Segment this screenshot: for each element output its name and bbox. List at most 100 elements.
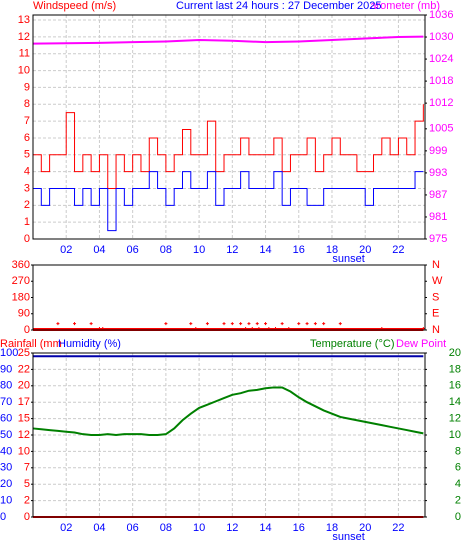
y2-tick-label: 10 [449, 429, 461, 441]
y-tick-label: 10 [18, 64, 30, 76]
y-tick-label: 80 [0, 380, 12, 392]
y-tick-label: 50 [0, 429, 12, 441]
y-tick-label: 0 [24, 324, 30, 336]
y2-tick-label: 1012 [429, 97, 453, 109]
y-tick-label: 1 [24, 216, 30, 228]
y2-tick-label: E [432, 308, 439, 320]
y-axis-label: Windspeed (m/s) [33, 0, 116, 12]
y2-tick-label: 1030 [429, 31, 453, 43]
x-tick-label: 04 [93, 522, 105, 534]
y-tick-label: 60 [0, 413, 12, 425]
point [264, 322, 268, 326]
y-tick-label: 2 [24, 199, 30, 211]
plot-frame [32, 14, 426, 240]
y3-tick-label: 7 [24, 462, 30, 474]
y-tick-label: 12 [18, 31, 30, 43]
y2-tick-label: 12 [449, 413, 461, 425]
point [338, 322, 342, 326]
y-tick-label: 0 [0, 511, 6, 523]
point [280, 322, 284, 326]
x-tick-label: 06 [127, 522, 139, 534]
x-tick-label: 02 [60, 244, 72, 256]
x-tick-label: 08 [160, 244, 172, 256]
y-tick-label: 180 [12, 291, 30, 303]
y2-tick-label: 1024 [429, 53, 453, 65]
point [322, 322, 326, 326]
y2-tick-label: 987 [429, 189, 447, 201]
series-line [33, 104, 424, 189]
y3-axis-label: Rainfall (mm [0, 338, 62, 350]
x-tick-label: 18 [326, 522, 338, 534]
y2-tick-label: 993 [429, 167, 447, 179]
y3-tick-label: 22 [18, 363, 30, 375]
point [164, 322, 168, 326]
point [189, 322, 193, 326]
point [56, 322, 60, 326]
y2-tick-label: 981 [429, 211, 447, 223]
x-tick-label: 12 [226, 522, 238, 534]
y2-tick-label: 8 [455, 445, 461, 457]
y-tick-label: 360 [12, 259, 30, 271]
x-tick-label: 06 [127, 244, 139, 256]
point [313, 322, 317, 326]
x-tick-label: 14 [259, 522, 271, 534]
y3-tick-label: 25 [18, 347, 30, 359]
y2-tick-label: 0 [455, 511, 461, 523]
y-tick-label: 11 [19, 48, 30, 60]
y-tick-label: 3 [24, 182, 30, 194]
x-tick-label: 22 [392, 522, 404, 534]
y3-tick-label: 0 [24, 511, 30, 523]
y2-tick-label: 2 [455, 495, 461, 507]
y2-tick-label: N [432, 259, 440, 271]
y-tick-label: 30 [0, 462, 12, 474]
point [297, 322, 301, 326]
y2-tick-label: 1018 [429, 75, 453, 87]
x-tick-label: 16 [293, 522, 305, 534]
point [222, 322, 226, 326]
y2-tick-label: N [432, 324, 440, 336]
y-tick-label: 8 [24, 98, 30, 110]
x-tick-label: 10 [193, 244, 205, 256]
y2-tick-label: 999 [429, 145, 447, 157]
y-tick-label: 270 [12, 275, 30, 287]
annotation: sunset [332, 531, 364, 542]
y3-tick-label: 17 [18, 396, 30, 408]
x-tick-label: 20 [359, 522, 371, 534]
annotation: sunset [332, 253, 364, 265]
y-tick-label: 20 [0, 478, 12, 490]
y2-tick-label: 20 [449, 347, 461, 359]
y3-tick-label: 2 [24, 495, 30, 507]
y-tick-label: 9 [24, 81, 30, 93]
x-tick-label: 08 [160, 522, 172, 534]
point [239, 322, 243, 326]
chart-title: Current last 24 hours : 27 December 2025 [176, 0, 381, 12]
x-tick-label: 20 [359, 244, 371, 256]
series-line [32, 386, 424, 437]
plot-frame [32, 264, 426, 331]
plot-frame [32, 352, 426, 518]
y2-axis-label: arometer (mb) [370, 0, 440, 12]
point [73, 322, 77, 326]
plot-area [33, 265, 425, 330]
x-tick-label: 02 [60, 522, 72, 534]
y-tick-label: 40 [0, 445, 12, 457]
y3-tick-label: 12 [18, 429, 30, 441]
point [230, 322, 234, 326]
x-tick-label: 16 [293, 244, 305, 256]
y-tick-label: 4 [24, 166, 30, 178]
x-tick-label: 04 [93, 244, 105, 256]
y-tick-label: 13 [18, 14, 30, 26]
x-tick-label: 18 [326, 244, 338, 256]
y2-tick-label: 1036 [429, 9, 453, 21]
plot-area [33, 15, 425, 239]
y-tick-label: 7 [24, 115, 30, 127]
x-tick-label: 22 [392, 244, 404, 256]
y4-axis-label: Dew Point [396, 338, 446, 350]
y3-tick-label: 20 [18, 380, 30, 392]
y2-tick-label: S [432, 291, 439, 303]
y-axis-label: Humidity (%) [58, 338, 121, 350]
y2-tick-label: 14 [449, 396, 461, 408]
series-line [33, 171, 424, 232]
point [205, 322, 209, 326]
y-tick-label: 70 [0, 396, 12, 408]
